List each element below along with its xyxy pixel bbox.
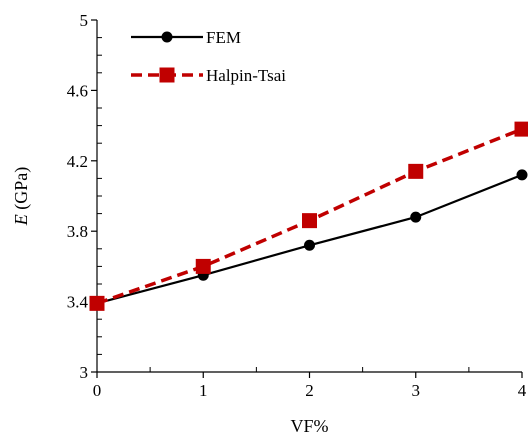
series-line-fem — [96, 173, 523, 305]
y-tick-label: 4.6 — [67, 81, 88, 100]
x-tick-label: 1 — [199, 381, 208, 400]
legend-label-fem: FEM — [206, 28, 241, 47]
data-point-halpin-tsai — [514, 121, 528, 137]
data-point-halpin-tsai — [302, 213, 317, 229]
series-layer — [89, 121, 528, 311]
y-axis-title-unit: (GPa) — [11, 167, 32, 215]
y-tick-label: 3 — [80, 363, 89, 382]
y-tick-label: 4.2 — [67, 152, 88, 171]
x-axis-ticks: 0 1 2 3 4 — [93, 367, 527, 400]
y-axis-ticks: 3 3.4 3.8 4.2 4.6 5 — [67, 11, 102, 382]
legend-marker-halpin-tsai — [159, 67, 175, 83]
data-point-fem — [516, 169, 528, 181]
data-point-fem — [410, 211, 422, 223]
x-tick-label: 3 — [412, 381, 421, 400]
legend: FEM Halpin-Tsai — [131, 28, 286, 85]
x-tick-label: 4 — [518, 381, 527, 400]
y-axis-title-symbol: E — [11, 214, 31, 226]
y-tick-label: 3.4 — [67, 293, 89, 312]
x-axis-title: VF% — [290, 416, 328, 436]
data-point-halpin-tsai — [408, 163, 424, 179]
legend-marker-fem — [161, 31, 173, 43]
y-axis-title: E (GPa) — [11, 167, 32, 227]
data-point-halpin-tsai — [195, 258, 211, 274]
x-tick-label: 0 — [93, 381, 102, 400]
y-tick-label: 3.8 — [67, 222, 88, 241]
y-tick-label: 5 — [80, 11, 89, 30]
x-tick-label: 2 — [305, 381, 314, 400]
data-point-fem — [304, 239, 315, 251]
legend-label-halpin-tsai: Halpin-Tsai — [206, 66, 286, 85]
data-point-halpin-tsai — [89, 295, 105, 311]
